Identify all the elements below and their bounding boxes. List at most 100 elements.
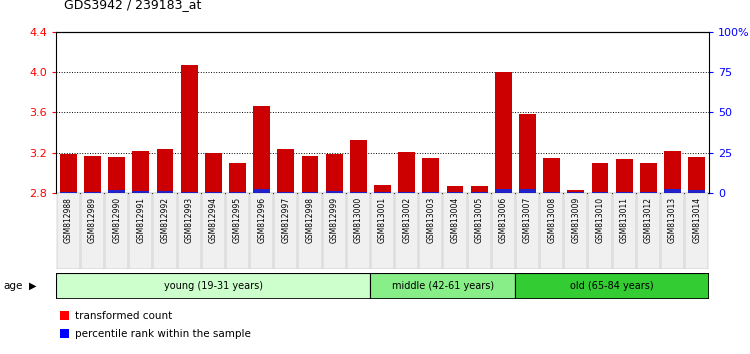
- Bar: [471, 192, 488, 193]
- FancyBboxPatch shape: [564, 193, 587, 269]
- FancyBboxPatch shape: [371, 193, 394, 269]
- Text: middle (42-61 years): middle (42-61 years): [392, 281, 494, 291]
- Bar: [688, 190, 705, 193]
- Text: GSM813012: GSM813012: [644, 197, 652, 243]
- Text: GSM812992: GSM812992: [160, 197, 170, 243]
- Bar: [181, 65, 197, 193]
- Bar: [398, 192, 415, 193]
- Bar: [84, 156, 101, 193]
- Bar: [567, 192, 584, 193]
- Bar: [181, 192, 197, 193]
- Bar: [446, 192, 464, 193]
- Text: young (19-31 years): young (19-31 years): [164, 281, 262, 291]
- Text: ▶: ▶: [28, 281, 36, 291]
- Text: GSM813013: GSM813013: [668, 197, 677, 243]
- Text: old (65-84 years): old (65-84 years): [570, 281, 654, 291]
- Bar: [567, 190, 584, 193]
- FancyBboxPatch shape: [395, 193, 418, 269]
- Bar: [254, 106, 270, 193]
- Bar: [446, 186, 464, 193]
- FancyBboxPatch shape: [346, 193, 370, 269]
- Bar: [254, 189, 270, 193]
- Text: GSM813008: GSM813008: [548, 197, 556, 243]
- Text: GSM812989: GSM812989: [88, 197, 97, 243]
- Bar: [664, 151, 681, 193]
- Bar: [278, 192, 294, 193]
- Text: GSM813014: GSM813014: [692, 197, 701, 243]
- Bar: [422, 158, 439, 193]
- Bar: [326, 154, 343, 193]
- Bar: [205, 153, 222, 193]
- Text: GSM813004: GSM813004: [451, 197, 460, 243]
- Text: GSM812991: GSM812991: [136, 197, 146, 243]
- FancyBboxPatch shape: [226, 193, 249, 269]
- Bar: [640, 163, 657, 193]
- Bar: [495, 72, 512, 193]
- Bar: [229, 163, 246, 193]
- Text: GDS3942 / 239183_at: GDS3942 / 239183_at: [64, 0, 201, 11]
- Bar: [84, 192, 101, 193]
- FancyBboxPatch shape: [57, 193, 80, 269]
- Bar: [302, 192, 319, 193]
- Text: GSM813007: GSM813007: [523, 197, 532, 243]
- Bar: [616, 192, 632, 193]
- FancyBboxPatch shape: [322, 193, 346, 269]
- Bar: [157, 149, 173, 193]
- Bar: [592, 163, 608, 193]
- Bar: [278, 149, 294, 193]
- Bar: [543, 158, 560, 193]
- Bar: [108, 157, 125, 193]
- Bar: [229, 192, 246, 193]
- Text: GSM813009: GSM813009: [572, 197, 580, 243]
- Bar: [108, 190, 125, 193]
- Text: percentile rank within the sample: percentile rank within the sample: [75, 329, 250, 338]
- Text: GSM812996: GSM812996: [257, 197, 266, 243]
- Text: GSM812994: GSM812994: [209, 197, 218, 243]
- FancyBboxPatch shape: [443, 193, 466, 269]
- Bar: [398, 152, 415, 193]
- Bar: [157, 191, 173, 193]
- FancyBboxPatch shape: [298, 193, 322, 269]
- FancyBboxPatch shape: [370, 273, 515, 299]
- Text: GSM813001: GSM813001: [378, 197, 387, 243]
- FancyBboxPatch shape: [492, 193, 515, 269]
- Bar: [302, 156, 319, 193]
- FancyBboxPatch shape: [467, 193, 490, 269]
- FancyBboxPatch shape: [516, 193, 539, 269]
- Bar: [60, 192, 76, 193]
- FancyBboxPatch shape: [56, 273, 370, 299]
- Text: GSM812988: GSM812988: [64, 197, 73, 242]
- Bar: [60, 154, 76, 193]
- FancyBboxPatch shape: [274, 193, 298, 269]
- Bar: [592, 192, 608, 193]
- FancyBboxPatch shape: [202, 193, 225, 269]
- Bar: [543, 192, 560, 193]
- Bar: [374, 185, 391, 193]
- Text: GSM813003: GSM813003: [426, 197, 435, 243]
- FancyBboxPatch shape: [637, 193, 660, 269]
- Bar: [640, 192, 657, 193]
- Bar: [616, 159, 632, 193]
- Bar: [205, 192, 222, 193]
- Text: GSM812999: GSM812999: [330, 197, 339, 243]
- Text: GSM813006: GSM813006: [499, 197, 508, 243]
- FancyBboxPatch shape: [250, 193, 273, 269]
- Text: GSM813005: GSM813005: [475, 197, 484, 243]
- FancyBboxPatch shape: [661, 193, 684, 269]
- Bar: [688, 157, 705, 193]
- Bar: [132, 191, 149, 193]
- FancyBboxPatch shape: [129, 193, 152, 269]
- Bar: [132, 151, 149, 193]
- Text: GSM813011: GSM813011: [620, 197, 628, 243]
- Bar: [326, 191, 343, 193]
- Text: GSM812998: GSM812998: [305, 197, 314, 243]
- Bar: [374, 192, 391, 193]
- FancyBboxPatch shape: [589, 193, 611, 269]
- Text: age: age: [4, 281, 23, 291]
- Bar: [519, 189, 536, 193]
- Text: transformed count: transformed count: [75, 311, 172, 321]
- Bar: [664, 189, 681, 193]
- Text: GSM812990: GSM812990: [112, 197, 122, 243]
- Text: GSM813010: GSM813010: [596, 197, 604, 243]
- Bar: [350, 139, 367, 193]
